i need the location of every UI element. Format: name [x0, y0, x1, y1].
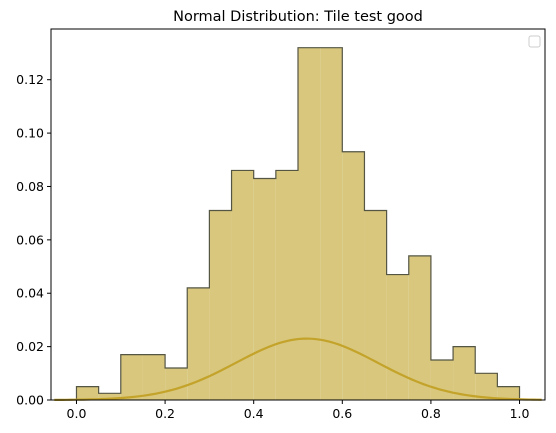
histogram-outline [75, 47, 521, 400]
histogram-bar [364, 210, 387, 400]
x-axis: 0.0 0.2 0.4 0.6 0.8 1.0 [67, 400, 530, 421]
histogram-bar [98, 393, 121, 400]
histogram-bar [497, 386, 520, 400]
y-tick-label: 0.12 [16, 72, 44, 87]
histogram-bar [209, 210, 232, 400]
x-tick-label: 0.6 [332, 406, 352, 421]
histogram-bar [298, 47, 321, 401]
bars-layer [75, 47, 521, 401]
plot-frame [50, 28, 546, 401]
y-axis: 0.00 0.02 0.04 0.06 0.08 0.10 0.12 [16, 72, 51, 408]
chart-title: Normal Distribution: Tile test good [173, 9, 423, 25]
histogram-bar [275, 170, 298, 400]
legend-box [528, 35, 541, 48]
y-tick-label: 0.02 [16, 339, 44, 354]
x-tick-label: 0.8 [421, 406, 441, 421]
y-tick-label: 0.04 [16, 286, 44, 301]
histogram-bar [475, 373, 498, 400]
x-tick-label: 0.0 [67, 406, 87, 421]
curve-layer [54, 337, 542, 401]
histogram-bar [386, 274, 409, 400]
y-tick-label: 0.10 [16, 126, 44, 141]
histogram-bar [408, 255, 431, 400]
histogram-bar [320, 47, 343, 401]
histogram-bar [342, 151, 365, 400]
normal-curve-line [54, 337, 542, 401]
histogram-bar [165, 367, 188, 400]
y-tick-label: 0.00 [16, 393, 44, 408]
histogram-bar [231, 170, 254, 400]
x-tick-label: 0.4 [244, 406, 264, 421]
histogram-bar [430, 359, 454, 400]
histogram-bar [120, 354, 143, 400]
histogram-bar [453, 346, 476, 400]
y-tick-label: 0.06 [16, 232, 44, 247]
x-tick-label: 1.0 [510, 406, 530, 421]
x-tick-label: 0.2 [155, 406, 175, 421]
histogram-bar [76, 386, 99, 400]
y-tick-label: 0.08 [16, 179, 44, 194]
histogram-bar [253, 178, 276, 400]
histogram-bar [142, 354, 166, 400]
histogram-bar [187, 287, 210, 400]
